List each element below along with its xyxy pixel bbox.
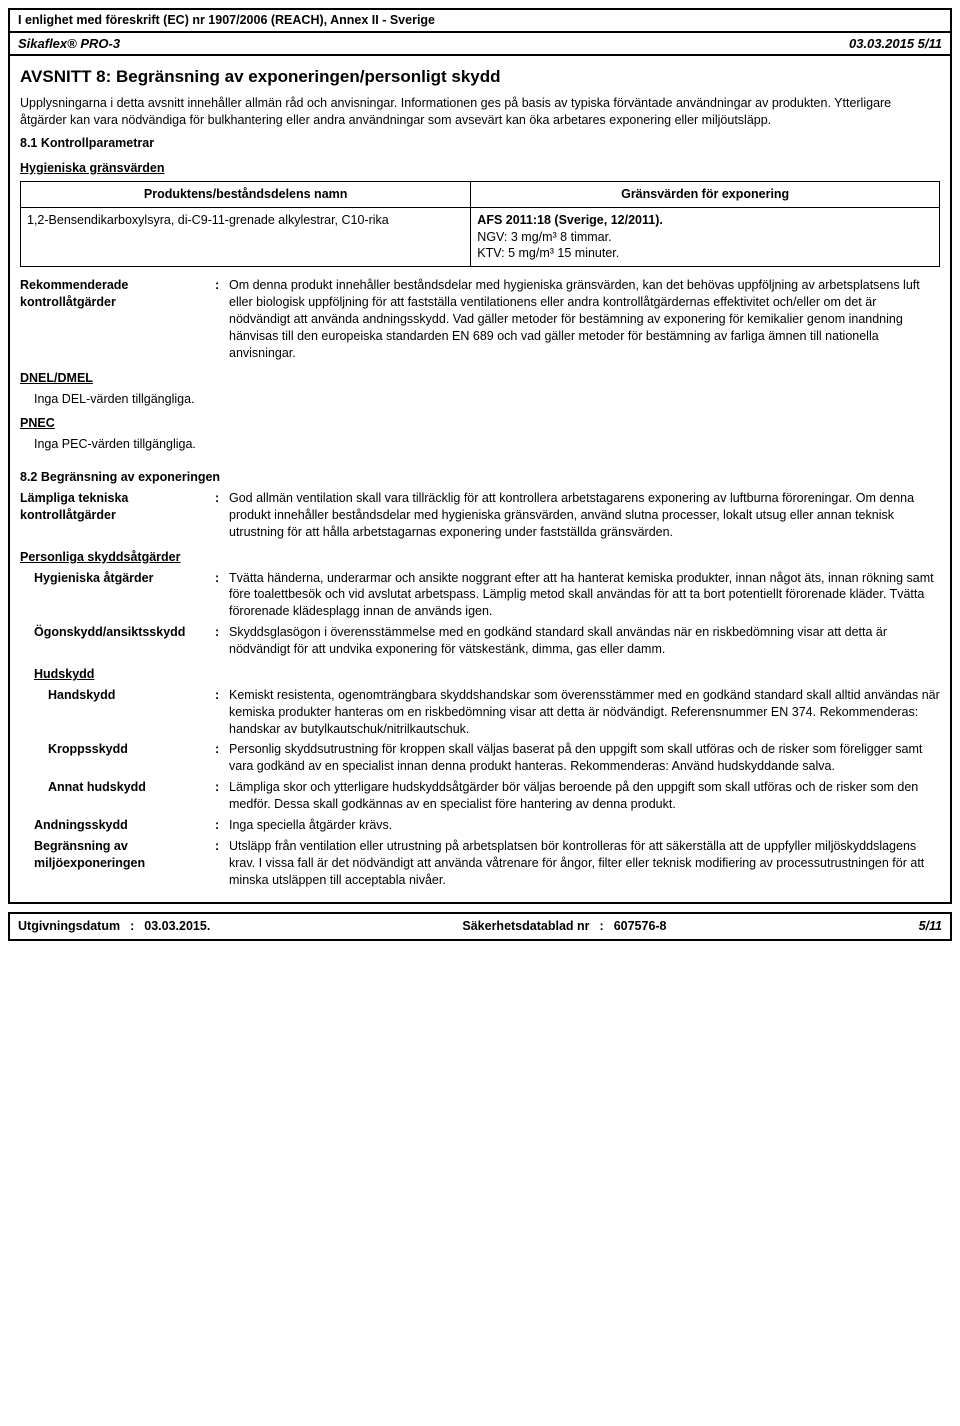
table-header-row: Produktens/beståndsdelens namn Gränsvärd… xyxy=(21,181,940,207)
hygiene-measures-label: Hygieniska åtgärder xyxy=(34,570,215,621)
other-skin-protection-row: Annat hudskydd : Lämpliga skor och ytter… xyxy=(48,779,940,813)
hygiene-measures-row: Hygieniska åtgärder : Tvätta händerna, u… xyxy=(34,570,940,621)
colon: : xyxy=(215,741,229,775)
colon: : xyxy=(215,817,229,834)
hand-protection-value: Kemiskt resistenta, ogenomträngbara skyd… xyxy=(229,687,940,738)
skin-protection-heading: Hudskydd xyxy=(34,666,940,683)
limit-source: AFS 2011:18 (Sverige, 12/2011). xyxy=(477,213,663,227)
respiratory-protection-label: Andningsskydd xyxy=(34,817,215,834)
recommended-controls-row: Rekommenderade kontrollåtgärder : Om den… xyxy=(20,277,940,361)
product-name: Sikaflex® PRO-3 xyxy=(18,35,120,53)
regulation-line: I enlighet med föreskrift (EC) nr 1907/2… xyxy=(10,10,950,33)
footer-page: 5/11 xyxy=(919,918,942,935)
eye-protection-row: Ögonskydd/ansiktsskydd : Skyddsglasögon … xyxy=(34,624,940,658)
colon: : xyxy=(130,918,134,935)
limit-ngv: NGV: 3 mg/m³ 8 timmar. xyxy=(477,230,611,244)
issue-date-label: Utgivningsdatum xyxy=(18,918,120,935)
respiratory-protection-row: Andningsskydd : Inga speciella åtgärder … xyxy=(34,817,940,834)
doc-header: Sikaflex® PRO-3 03.03.2015 5/11 xyxy=(10,33,950,57)
hygiene-measures-value: Tvätta händerna, underarmar och ansikte … xyxy=(229,570,940,621)
colon: : xyxy=(215,779,229,813)
respiratory-protection-value: Inga speciella åtgärder krävs. xyxy=(229,817,940,834)
pnec-heading: PNEC xyxy=(20,415,940,432)
col-limits-header: Gränsvärden för exponering xyxy=(471,181,940,207)
issue-date-value: 03.03.2015. xyxy=(144,918,210,935)
substance-name-cell: 1,2-Bensendikarboxylsyra, di-C9-11-grena… xyxy=(21,207,471,267)
dnel-heading: DNEL/DMEL xyxy=(20,370,940,387)
environmental-exposure-value: Utsläpp från ventilation eller utrustnin… xyxy=(229,838,940,889)
colon: : xyxy=(215,624,229,658)
colon: : xyxy=(600,918,604,935)
hand-protection-label: Handskydd xyxy=(48,687,215,738)
hygienic-limits-heading: Hygieniska gränsvärden xyxy=(20,160,940,177)
limit-ktv: KTV: 5 mg/m³ 15 minuter. xyxy=(477,246,619,260)
subsection-8-2-title: 8.2 Begränsning av exponeringen xyxy=(20,469,940,486)
page-number: 5/11 xyxy=(919,919,942,933)
section-8-intro: Upplysningarna i detta avsnitt innehålle… xyxy=(20,95,940,129)
technical-controls-value: God allmän ventilation skall vara tillrä… xyxy=(229,490,940,541)
date-page: 03.03.2015 5/11 xyxy=(849,35,942,53)
dnel-text: Inga DEL-värden tillgängliga. xyxy=(34,391,940,408)
footer-sds: Säkerhetsdatablad nr : 607576-8 xyxy=(462,918,666,935)
table-row: 1,2-Bensendikarboxylsyra, di-C9-11-grena… xyxy=(21,207,940,267)
eye-protection-label: Ögonskydd/ansiktsskydd xyxy=(34,624,215,658)
other-skin-protection-value: Lämpliga skor och ytterligare hudskyddså… xyxy=(229,779,940,813)
recommended-controls-value: Om denna produkt innehåller beståndsdela… xyxy=(229,277,940,361)
sds-number-label: Säkerhetsdatablad nr xyxy=(462,918,589,935)
hand-protection-row: Handskydd : Kemiskt resistenta, ogenomtr… xyxy=(48,687,940,738)
body-protection-value: Personlig skyddsutrustning för kroppen s… xyxy=(229,741,940,775)
colon: : xyxy=(215,490,229,541)
eye-protection-value: Skyddsglasögon i överensstämmelse med en… xyxy=(229,624,940,658)
colon: : xyxy=(215,570,229,621)
body-protection-label: Kroppsskydd xyxy=(48,741,215,775)
sds-number-value: 607576-8 xyxy=(614,918,667,935)
technical-controls-row: Lämpliga tekniska kontrollåtgärder : God… xyxy=(20,490,940,541)
page-footer: Utgivningsdatum : 03.03.2015. Säkerhetsd… xyxy=(8,912,952,941)
page-frame: I enlighet med föreskrift (EC) nr 1907/2… xyxy=(8,8,952,904)
environmental-exposure-label: Begränsning av miljöexponeringen xyxy=(34,838,215,889)
other-skin-protection-label: Annat hudskydd xyxy=(48,779,215,813)
footer-issue: Utgivningsdatum : 03.03.2015. xyxy=(18,918,210,935)
col-substance-header: Produktens/beståndsdelens namn xyxy=(21,181,471,207)
pnec-text: Inga PEC-värden tillgängliga. xyxy=(34,436,940,453)
content-area: AVSNITT 8: Begränsning av exponeringen/p… xyxy=(10,56,950,902)
limits-table: Produktens/beståndsdelens namn Gränsvärd… xyxy=(20,181,940,268)
subsection-8-1-title: 8.1 Kontrollparametrar xyxy=(20,135,940,152)
colon: : xyxy=(215,687,229,738)
colon: : xyxy=(215,838,229,889)
limits-cell: AFS 2011:18 (Sverige, 12/2011). NGV: 3 m… xyxy=(471,207,940,267)
environmental-exposure-row: Begränsning av miljöexponeringen : Utslä… xyxy=(34,838,940,889)
personal-protection-heading: Personliga skyddsåtgärder xyxy=(20,549,940,566)
colon: : xyxy=(215,277,229,361)
section-8-title: AVSNITT 8: Begränsning av exponeringen/p… xyxy=(20,66,940,89)
body-protection-row: Kroppsskydd : Personlig skyddsutrustning… xyxy=(48,741,940,775)
recommended-controls-label: Rekommenderade kontrollåtgärder xyxy=(20,277,215,361)
technical-controls-label: Lämpliga tekniska kontrollåtgärder xyxy=(20,490,215,541)
